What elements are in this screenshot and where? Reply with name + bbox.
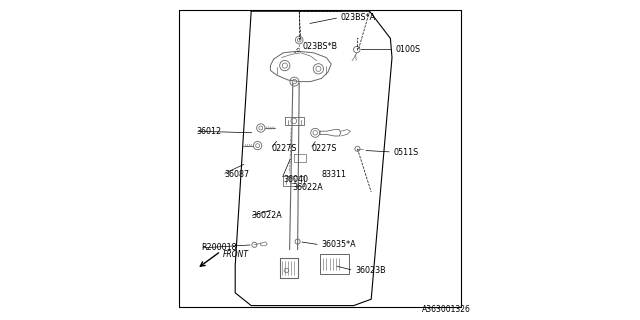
Text: 36040: 36040 (283, 175, 308, 184)
Text: 0227S: 0227S (272, 144, 298, 153)
Text: 023BS*B: 023BS*B (302, 42, 337, 51)
Text: 36035*A: 36035*A (322, 240, 356, 249)
Text: 0100S: 0100S (396, 45, 420, 54)
Text: R200018: R200018 (202, 244, 237, 252)
Text: 36012: 36012 (197, 127, 222, 136)
Text: 36023B: 36023B (355, 266, 386, 275)
Text: 0511S: 0511S (394, 148, 419, 156)
Text: FRONT: FRONT (223, 250, 248, 259)
Text: 83311: 83311 (322, 170, 347, 179)
Text: A363001326: A363001326 (422, 305, 470, 314)
Bar (320, 254, 349, 274)
Text: 0227S: 0227S (312, 144, 337, 153)
Text: 023BS*A: 023BS*A (340, 13, 376, 22)
Text: 36022A: 36022A (292, 183, 324, 192)
Text: 36087: 36087 (224, 170, 249, 179)
Text: 36022A: 36022A (251, 212, 282, 220)
